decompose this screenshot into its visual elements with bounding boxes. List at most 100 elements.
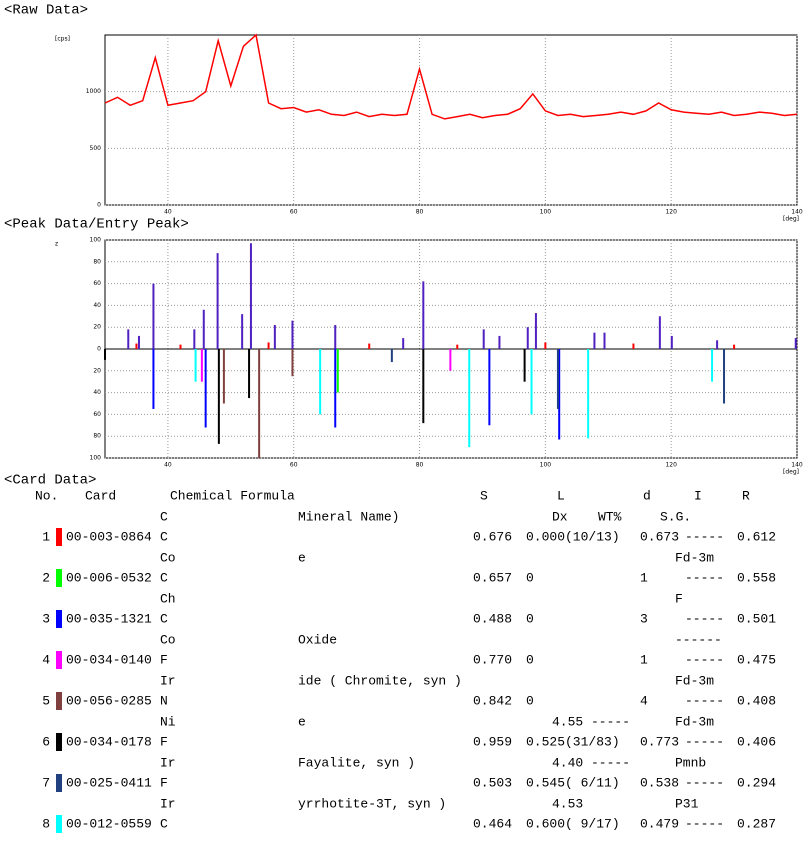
cell: ----- xyxy=(685,693,724,708)
column-header: WT% xyxy=(598,509,622,524)
color-swatch xyxy=(56,815,62,833)
cell: 0.673 xyxy=(640,529,679,544)
cell: 00-056-0285 xyxy=(66,693,152,708)
cell: 0.545( 6/11) xyxy=(526,775,620,790)
cell: 0.503 xyxy=(473,775,512,790)
cell: 0.464 xyxy=(473,816,512,831)
row-number: 8 xyxy=(42,816,50,831)
x-tick-label: 120 xyxy=(665,462,677,469)
x-axis-label: [deg] xyxy=(783,469,799,476)
cell: 0.000(10/13) xyxy=(526,529,620,544)
cell: 00-034-0140 xyxy=(66,652,152,667)
cell: C xyxy=(160,529,168,544)
y-tick-label: 100 xyxy=(90,455,102,462)
cell: 0.770 xyxy=(473,652,512,667)
section-title: <Card Data> xyxy=(4,473,96,489)
cell: Oxide xyxy=(298,632,337,647)
cell: 0 xyxy=(526,570,534,585)
y-tick-label: 20 xyxy=(93,367,101,374)
cell: Ch xyxy=(160,591,176,606)
x-tick-label: 40 xyxy=(164,462,172,469)
row-number: 3 xyxy=(42,611,50,626)
y-axis-label: [cps] xyxy=(55,36,70,43)
cell: C xyxy=(160,816,168,831)
y-tick-label: 80 xyxy=(93,433,101,440)
y-tick-label: 20 xyxy=(93,324,101,331)
cell: 0.475 xyxy=(737,652,776,667)
cell: Ir xyxy=(160,673,176,688)
cell: ----- xyxy=(685,652,724,667)
row-number: 4 xyxy=(42,652,50,667)
color-swatch xyxy=(56,528,62,546)
cell: 0.600( 9/17) xyxy=(526,816,620,831)
color-swatch xyxy=(56,692,62,710)
cell: 3 xyxy=(640,611,648,626)
cell: ide ( Chromite, syn ) xyxy=(298,673,462,688)
column-header: Card xyxy=(85,488,116,503)
color-swatch xyxy=(56,774,62,792)
cell: F xyxy=(160,734,168,749)
cell: ------ xyxy=(675,632,722,647)
x-tick-label: 120 xyxy=(665,209,677,216)
cell: 0.612 xyxy=(737,529,776,544)
data-line xyxy=(104,33,798,120)
cell: 0.538 xyxy=(640,775,679,790)
cell: 0.287 xyxy=(737,816,776,831)
column-header: C xyxy=(160,509,168,524)
cell: Pmnb xyxy=(675,755,706,770)
cell: 00-025-0411 xyxy=(66,775,152,790)
x-tick-label: 60 xyxy=(290,462,298,469)
cell: ----- xyxy=(685,734,724,749)
color-swatch xyxy=(56,651,62,669)
color-swatch xyxy=(56,610,62,628)
y-tick-label: 1000 xyxy=(86,88,101,95)
cell: 00-012-0559 xyxy=(66,816,152,831)
cell: F xyxy=(160,652,168,667)
x-tick-label: 100 xyxy=(540,209,552,216)
y-tick-label: 40 xyxy=(93,389,101,396)
color-swatch xyxy=(56,569,62,587)
cell: 0 xyxy=(526,693,534,708)
cell: Co xyxy=(160,550,176,565)
cell: 0.501 xyxy=(737,611,776,626)
cell: ----- xyxy=(685,611,724,626)
cell: Fayalite, syn ) xyxy=(298,755,415,770)
cell: ----- xyxy=(685,529,724,544)
y-tick-label: 0 xyxy=(97,346,101,353)
column-header: S.G. xyxy=(660,509,691,524)
cell: Fd-3m xyxy=(675,714,714,729)
column-header: No. xyxy=(35,488,58,503)
cell: ----- xyxy=(685,816,724,831)
x-tick-label: 140 xyxy=(791,209,803,216)
cell: 1 xyxy=(640,570,648,585)
column-header: S xyxy=(480,488,488,503)
cell: e xyxy=(298,550,306,565)
column-header: L xyxy=(557,488,565,503)
cell: 0.657 xyxy=(473,570,512,585)
row-number: 5 xyxy=(42,693,50,708)
x-tick-label: 140 xyxy=(791,462,803,469)
cell: 4.53 xyxy=(552,796,583,811)
cell: C xyxy=(160,611,168,626)
y-axis-label: z xyxy=(55,241,58,248)
cell: ----- xyxy=(685,775,724,790)
cell: 0.406 xyxy=(737,734,776,749)
cell: e xyxy=(298,714,306,729)
cell: C xyxy=(160,570,168,585)
cell: 4.55 ----- xyxy=(552,714,630,729)
x-tick-label: 80 xyxy=(416,462,424,469)
cell: 1 xyxy=(640,652,648,667)
cell: 00-003-0864 xyxy=(66,529,152,544)
cell: Fd-3m xyxy=(675,673,714,688)
cell: Ni xyxy=(160,714,176,729)
column-header: I xyxy=(694,488,702,503)
cell: 0.558 xyxy=(737,570,776,585)
row-number: 6 xyxy=(42,734,50,749)
cell: N xyxy=(160,693,168,708)
row-number: 7 xyxy=(42,775,50,790)
cell: 0.294 xyxy=(737,775,776,790)
cell: F xyxy=(160,775,168,790)
row-number: 2 xyxy=(42,570,50,585)
cell: 0.959 xyxy=(473,734,512,749)
